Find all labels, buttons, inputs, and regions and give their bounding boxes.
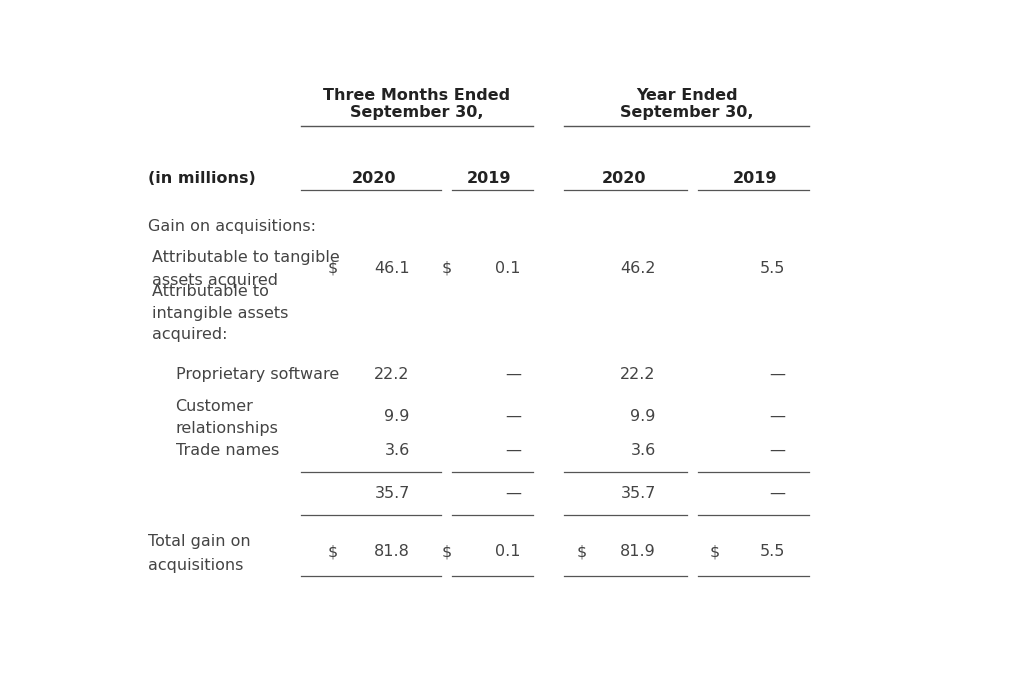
Text: 35.7: 35.7	[375, 486, 410, 501]
Text: relationships: relationships	[176, 421, 279, 435]
Text: 9.9: 9.9	[384, 408, 410, 424]
Text: Proprietary software: Proprietary software	[176, 367, 339, 382]
Text: assets acquired: assets acquired	[152, 273, 278, 289]
Text: 35.7: 35.7	[621, 486, 655, 501]
Text: $: $	[328, 545, 338, 559]
Text: Year Ended
September 30,: Year Ended September 30,	[620, 88, 754, 120]
Text: Attributable to tangible: Attributable to tangible	[152, 251, 340, 265]
Text: $: $	[577, 545, 587, 559]
Text: 46.1: 46.1	[374, 261, 410, 275]
Text: (in millions): (in millions)	[147, 172, 256, 186]
Text: $: $	[441, 261, 452, 275]
Text: —: —	[769, 367, 785, 382]
Text: Three Months Ended
September 30,: Three Months Ended September 30,	[324, 88, 510, 120]
Text: —: —	[769, 408, 785, 424]
Text: 22.2: 22.2	[374, 367, 410, 382]
Text: intangible assets: intangible assets	[152, 306, 288, 321]
Text: —: —	[769, 486, 785, 501]
Text: Gain on acquisitions:: Gain on acquisitions:	[147, 219, 315, 235]
Text: 46.2: 46.2	[621, 261, 655, 275]
Text: 5.5: 5.5	[760, 545, 785, 559]
Text: Total gain on: Total gain on	[147, 534, 251, 549]
Text: $: $	[441, 545, 452, 559]
Text: acquired:: acquired:	[152, 327, 227, 343]
Text: 3.6: 3.6	[631, 443, 655, 458]
Text: 9.9: 9.9	[631, 408, 655, 424]
Text: 0.1: 0.1	[496, 261, 521, 275]
Text: $: $	[328, 261, 338, 275]
Text: 81.8: 81.8	[374, 545, 410, 559]
Text: —: —	[505, 367, 521, 382]
Text: Attributable to: Attributable to	[152, 284, 268, 299]
Text: —: —	[505, 486, 521, 501]
Text: 81.9: 81.9	[620, 545, 655, 559]
Text: acquisitions: acquisitions	[147, 558, 244, 573]
Text: —: —	[505, 408, 521, 424]
Text: $: $	[710, 545, 720, 559]
Text: —: —	[769, 443, 785, 458]
Text: Trade names: Trade names	[176, 443, 279, 458]
Text: —: —	[505, 443, 521, 458]
Text: 2020: 2020	[602, 172, 646, 186]
Text: Customer: Customer	[176, 399, 254, 414]
Text: 22.2: 22.2	[621, 367, 655, 382]
Text: 0.1: 0.1	[496, 545, 521, 559]
Text: 2019: 2019	[467, 172, 511, 186]
Text: 5.5: 5.5	[760, 261, 785, 275]
Text: 3.6: 3.6	[384, 443, 410, 458]
Text: 2019: 2019	[733, 172, 777, 186]
Text: 2020: 2020	[352, 172, 396, 186]
